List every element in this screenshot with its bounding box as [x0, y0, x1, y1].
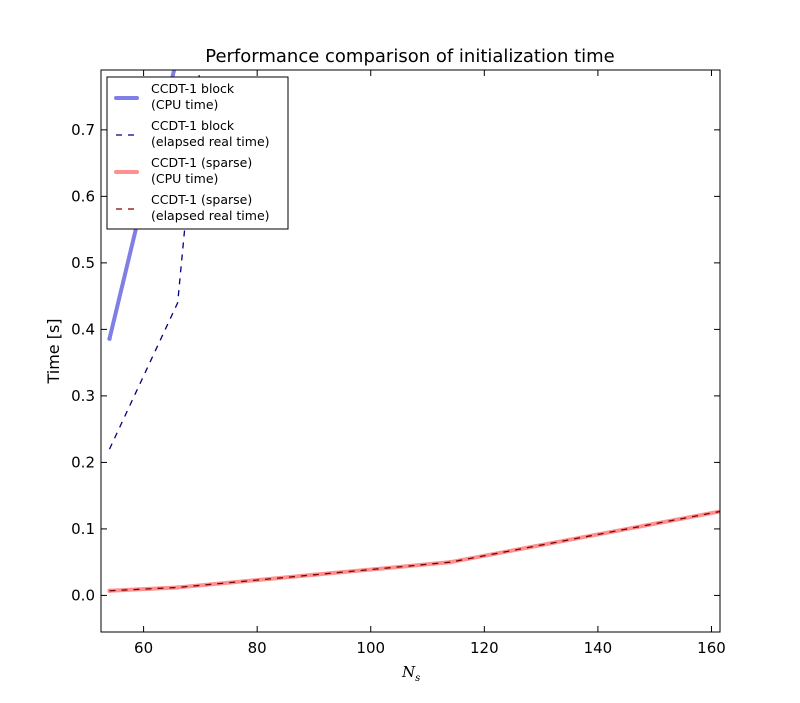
y-tick-label: 0.7	[71, 121, 95, 139]
x-axis-label-sub: s	[415, 673, 420, 684]
x-tick-label: 80	[248, 639, 267, 657]
y-tick-label: 0.3	[71, 387, 95, 405]
y-tick-label: 0.0	[71, 586, 95, 604]
legend-entry-sparse-cpu: CCDT-1 (sparse) (CPU time)	[114, 155, 252, 186]
series-point-0	[178, 41, 182, 45]
legend-label-sparse-cpu-2: (CPU time)	[151, 171, 218, 186]
x-axis-label-main: N	[401, 663, 416, 681]
legend-label-sparse-cpu-1: CCDT-1 (sparse)	[151, 155, 252, 170]
y-tick-label: 0.5	[71, 254, 95, 272]
x-tick-label: 140	[584, 639, 613, 657]
x-axis-label: Ns	[401, 663, 420, 684]
plot-frame	[100, 69, 721, 633]
series-point-2	[721, 509, 725, 513]
y-tick-label: 0.1	[71, 520, 95, 538]
legend-marker-sparse-cpu-a	[114, 170, 118, 174]
legend-box	[106, 76, 289, 230]
tick-layer: 60 80 100 120 140 160 0.0 0.1 0.2 0.3 0.4 0.5 0.6 0.7	[71, 70, 726, 657]
legend-marker-block-cpu-b	[135, 96, 139, 100]
series-point-2	[175, 585, 180, 590]
x-tick-label: 160	[697, 639, 726, 657]
legend-label-sparse-real-1: CCDT-1 (sparse)	[151, 192, 252, 207]
series-point-2	[107, 588, 112, 593]
legend-label-sparse-real-2: (elapsed real time)	[151, 208, 270, 223]
legend-label-block-cpu-1: CCDT-1 block	[151, 81, 235, 96]
y-tick-label: 0.6	[71, 187, 95, 205]
legend-entry-block-real: CCDT-1 block (elapsed real time)	[116, 118, 270, 149]
legend-entry-sparse-real: CCDT-1 (sparse) (elapsed real time)	[116, 192, 270, 223]
series-point-0	[107, 336, 112, 341]
chart-title: Performance comparison of initialization…	[205, 46, 615, 67]
y-tick-label: 0.4	[71, 320, 95, 338]
legend-marker-block-cpu-a	[114, 96, 118, 100]
legend-label-block-cpu-2: (CPU time)	[151, 97, 218, 112]
series-line-3	[109, 510, 720, 592]
x-tick-label: 120	[470, 639, 499, 657]
y-tick-label: 0.2	[71, 453, 95, 471]
legend-label-block-real-1: CCDT-1 block	[151, 118, 235, 133]
legend-entry-block-cpu: CCDT-1 block (CPU time)	[114, 81, 235, 112]
legend-marker-sparse-cpu-b	[135, 170, 139, 174]
x-tick-label: 60	[134, 639, 153, 657]
legend: CCDT-1 block (CPU time) CCDT-1 block (el…	[106, 76, 289, 230]
legend-label-block-real-2: (elapsed real time)	[151, 134, 270, 149]
x-tick-label: 100	[356, 639, 385, 657]
y-axis-label: Time [s]	[44, 318, 63, 384]
series-line-1	[108, 70, 201, 450]
